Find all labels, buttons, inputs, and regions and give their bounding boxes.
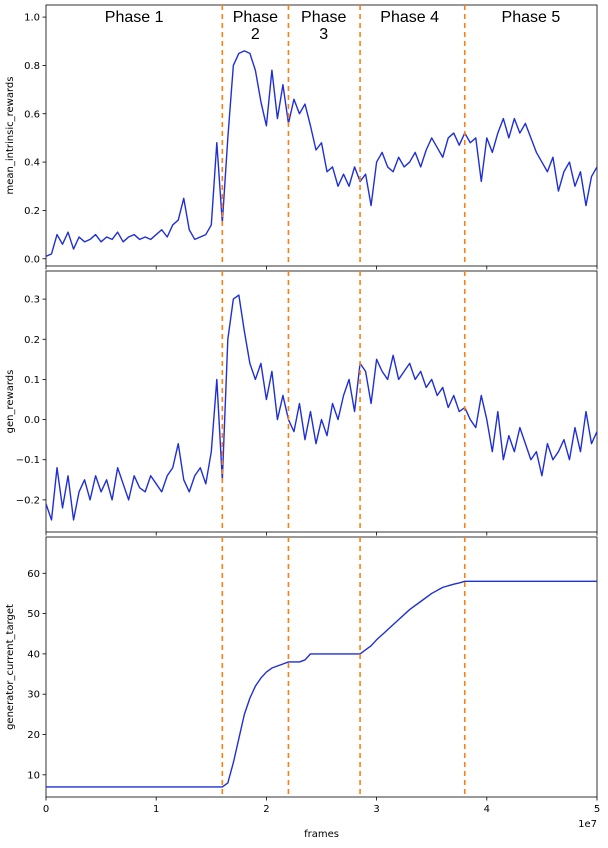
panel-2: −0.2 −0.1 0.0 0.1 0.2 0.3 gen_rewards	[5, 270, 598, 536]
panel-3: 10 20 30 40 50 60 0 1 2 3 4 5 generator_current_targ…	[5, 536, 600, 840]
x-axis-label: frames	[304, 829, 339, 840]
y-tick-label: 0.2	[24, 335, 40, 346]
y-axis-label: mean_intrinsic_rewards	[5, 77, 16, 195]
y-tick-label: 0.4	[24, 158, 40, 169]
plot-frame	[45, 4, 598, 267]
x-tick-label: 3	[373, 804, 379, 815]
y-tick-label: −0.1	[16, 455, 40, 466]
y-tick-label: 30	[27, 690, 40, 701]
phase-label: Phase	[233, 9, 278, 26]
x-tick-label: 5	[594, 804, 600, 815]
plot-frame	[45, 270, 598, 533]
y-tick-label: 50	[27, 609, 40, 620]
y-tick-label: 0.3	[24, 295, 40, 306]
y-tick-label: −0.2	[16, 495, 40, 506]
y-axis-label: generator_current_target	[5, 604, 16, 730]
y-tick-label: 0.0	[24, 254, 40, 265]
phase-label: 3	[319, 26, 328, 43]
phase-label: Phase 4	[380, 9, 439, 26]
panel-1: 0.0 0.2 0.4 0.6 0.8 1.0 mean_intrinsic_rewards…	[5, 4, 598, 270]
y-tick-label: 0.8	[24, 61, 40, 72]
series-line	[45, 294, 598, 521]
series-line	[45, 50, 598, 257]
y-tick-label: 40	[27, 649, 40, 660]
y-tick-label: 20	[27, 730, 40, 741]
y-tick-label: 10	[27, 770, 40, 781]
y-tick-label: 60	[27, 569, 40, 580]
y-tick-label: 0.0	[24, 415, 40, 426]
x-tick-label: 2	[263, 804, 269, 815]
phase-label: Phase 5	[502, 9, 561, 26]
x-tick-label: 0	[43, 804, 49, 815]
y-tick-label: 1.0	[24, 13, 40, 24]
series-line	[46, 580, 597, 788]
phase-label: Phase 1	[105, 9, 164, 26]
x-axis-multiplier: 1e7	[578, 819, 597, 830]
plot-frame	[45, 536, 598, 798]
phase-label: Phase	[301, 9, 346, 26]
x-tick-label: 1	[153, 804, 159, 815]
y-tick-label: 0.2	[24, 206, 40, 217]
phase-label: 2	[251, 26, 260, 43]
x-tick-label: 4	[484, 804, 490, 815]
y-axis-label: gen_rewards	[5, 370, 16, 434]
y-tick-label: 0.6	[24, 109, 40, 120]
y-tick-label: 0.1	[24, 375, 40, 386]
